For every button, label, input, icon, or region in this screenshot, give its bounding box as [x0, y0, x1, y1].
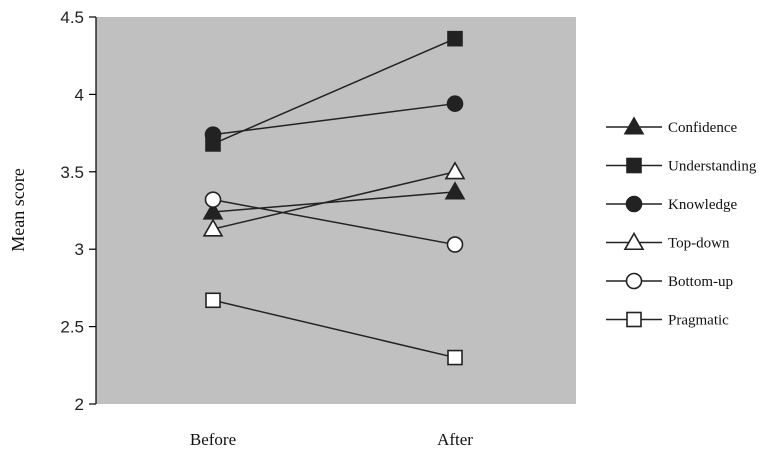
x-axis-labels: Before After: [190, 430, 473, 449]
series-line: [212, 37, 456, 145]
series-line: [212, 198, 456, 246]
legend-label: Confidence: [668, 120, 737, 136]
y-axis-label: Mean score: [8, 168, 28, 251]
data-point: [447, 30, 463, 47]
series-line: [212, 191, 456, 213]
y-tick-label: 4.5: [60, 8, 84, 27]
y-tick-label: 2: [75, 395, 84, 414]
legend-marker: [626, 157, 642, 174]
legend-item: Pragmatic: [606, 311, 729, 329]
series-line: [212, 299, 456, 359]
data-point: [447, 349, 463, 366]
series-layer: [202, 30, 466, 366]
plot-area: [96, 17, 576, 404]
legend-marker: [623, 231, 645, 251]
y-tick-label: 2.5: [60, 318, 84, 337]
data-point: [202, 218, 224, 237]
legend-item: Bottom-up: [606, 272, 733, 290]
legend-label: Understanding: [668, 159, 757, 175]
legend-item: Confidence: [606, 116, 737, 136]
legend-marker: [625, 195, 643, 213]
legend: Confidence Understanding Knowledge Top-down…: [606, 116, 757, 329]
data-point: [446, 236, 464, 253]
series-bottom-up: [204, 191, 464, 253]
series-line: [212, 102, 456, 136]
legend-item: Knowledge: [606, 195, 737, 213]
legend-item: Top-down: [606, 231, 730, 252]
series-pragmatic: [205, 292, 463, 366]
legend-marker: [626, 311, 642, 328]
series-confidence: [202, 181, 466, 220]
legend-label: Knowledge: [668, 197, 737, 213]
y-tick-label: 3.5: [60, 163, 84, 182]
x-category-label: Before: [190, 430, 236, 449]
legend-label: Bottom-up: [668, 274, 733, 290]
legend-marker: [623, 116, 645, 135]
series-top-down: [202, 161, 466, 237]
data-point: [205, 292, 221, 309]
legend-label: Pragmatic: [668, 313, 729, 329]
data-point: [444, 181, 466, 200]
data-point: [446, 95, 464, 112]
legend-marker: [625, 272, 643, 290]
data-point: [444, 161, 466, 180]
legend-label: Top-down: [668, 236, 730, 252]
data-point: [204, 191, 222, 208]
legend-item: Understanding: [606, 157, 757, 175]
y-tick-label: 3: [75, 240, 84, 259]
y-axis: 2 2.5 3 3.5 4 4.5: [60, 8, 97, 414]
x-category-label: After: [437, 430, 473, 449]
data-point: [204, 126, 222, 143]
series-line: [212, 171, 456, 230]
y-tick-label: 4: [75, 85, 84, 104]
series-knowledge: [204, 95, 464, 143]
